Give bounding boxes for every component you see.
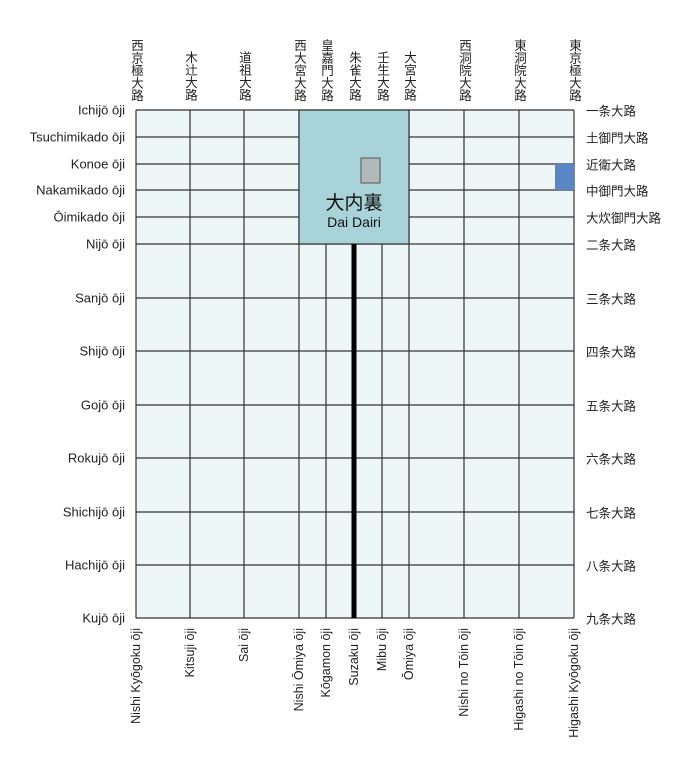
ew-street-label: Konoe ōji [70, 156, 125, 172]
ns-street-label: Nishi no Tōin ōji [457, 628, 471, 717]
ew-street-kanji-label: 五条大路 [586, 398, 637, 414]
ew-street-kanji-label: 九条大路 [586, 611, 637, 627]
ns-street-label: Ōmiya ōji [402, 628, 416, 681]
ew-street-label: Sanjō ōji [75, 290, 125, 306]
ew-street-kanji-label: 八条大路 [586, 558, 637, 574]
ns-street-label: Kitsuji ōji [183, 628, 197, 678]
palace-block [360, 157, 381, 184]
ew-street-kanji-label: 一条大路 [586, 103, 637, 119]
ew-street-label: Nijō ōji [85, 236, 125, 252]
ew-street-label: Ichijō ōji [78, 102, 125, 118]
ew-street-label: Hachijō ōji [65, 557, 125, 573]
ew-street-kanji-label: 六条大路 [586, 451, 637, 467]
ew-street-kanji-label: 四条大路 [586, 344, 637, 360]
dai-dairi-kanji: 大内裏 [325, 192, 383, 214]
ns-street-kanji-label: 皇嘉門大路 [319, 38, 334, 102]
ew-street-label: Tsuchimikado ōji [29, 129, 125, 145]
ew-street-kanji-label: 近衛大路 [586, 157, 637, 173]
ew-street-kanji-label: 二条大路 [586, 237, 637, 253]
ew-street-label: Rokujō ōji [67, 450, 125, 466]
ew-street-kanji-label: 中御門大路 [586, 183, 649, 199]
highlighted-block [555, 164, 574, 190]
ew-street-kanji-label: 三条大路 [586, 291, 637, 307]
ns-street-label: Sai ōji [237, 628, 251, 663]
ns-street-kanji-label: 道祖大路 [237, 51, 252, 101]
ew-street-label: Shijō ōji [79, 343, 125, 359]
ns-street-label: Suzaku ōji [347, 628, 361, 686]
ns-street-label: Kōgamon ōji [319, 628, 333, 698]
ns-street-kanji-label: 西大宮大路 [292, 38, 307, 102]
ns-street-kanji-label: 西京極大路 [129, 38, 144, 102]
ns-street-kanji-label: 東京極大路 [567, 38, 582, 102]
dai-dairi-block [298, 109, 410, 245]
ns-street-kanji-label: 西洞院大路 [457, 38, 472, 102]
ew-street-label: Gojō ōji [80, 397, 125, 413]
ns-street-label: Higashi Kyōgoku ōji [567, 628, 581, 738]
dai-dairi-romaji: Dai Dairi [327, 214, 381, 230]
ew-street-label: Nakamikado ōji [36, 182, 125, 198]
ns-street-kanji-label: 東洞院大路 [512, 38, 527, 102]
ew-street-kanji-label: 大炊御門大路 [586, 210, 662, 226]
ns-street-kanji-label: 大宮大路 [402, 51, 417, 101]
ns-street-kanji-label: 木辻大路 [183, 51, 198, 101]
ew-street-label: Kujō ōji [82, 610, 125, 626]
ew-street-kanji-label: 土御門大路 [586, 130, 649, 146]
ew-street-kanji-label: 七条大路 [586, 505, 637, 521]
ns-street-label: Nishi Kyōgoku ōji [129, 628, 143, 724]
ew-street-label: Shichijō ōji [62, 504, 125, 520]
ns-street-kanji-label: 朱雀大路 [347, 51, 362, 101]
ns-street-label: Nishi Ōmiya ōji [292, 628, 306, 712]
ns-street-label: Mibu ōji [375, 628, 389, 672]
ns-street-label: Higashi no Tōin ōji [512, 628, 526, 731]
ew-street-label: Ōimikado ōji [53, 209, 125, 225]
ns-street-kanji-label: 壬生大路 [375, 51, 390, 101]
